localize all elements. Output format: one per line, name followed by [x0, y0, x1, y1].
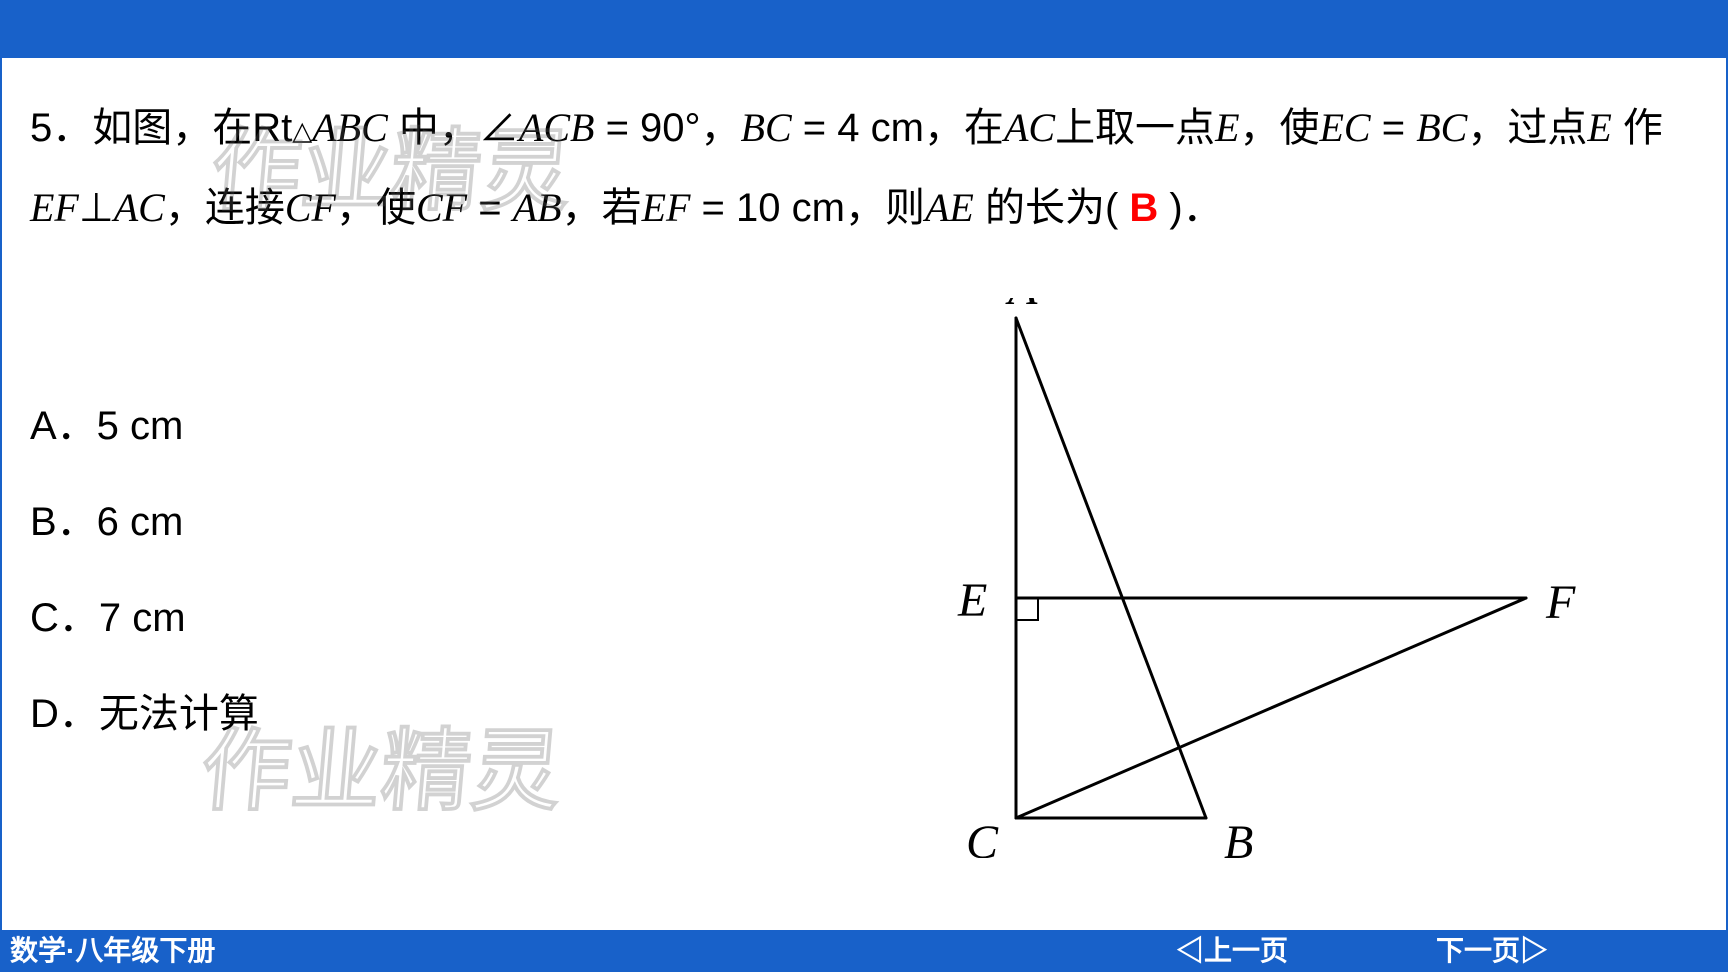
svg-text:E: E: [957, 574, 987, 627]
q-mid11: ，使: [336, 186, 416, 230]
svg-text:B: B: [1224, 816, 1253, 858]
option-a: A．5 cm: [30, 378, 259, 474]
content-area: 作业精灵 作业精灵 5．如图，在Rt△ABC 中，∠ACB = 90°，BC =…: [0, 58, 1728, 930]
svg-text:A: A: [1005, 298, 1038, 315]
q-mid7: ，过点: [1467, 106, 1587, 150]
q-mid4: 上取一点: [1055, 106, 1215, 150]
q-mid6: =: [1371, 106, 1417, 150]
q-mid13: ，若: [562, 186, 642, 230]
footer-subject: 数学·八年级下册: [10, 930, 215, 972]
q-t2: ACB: [519, 105, 595, 150]
q-t14: EF: [642, 185, 691, 230]
top-bar: [0, 0, 1728, 58]
q-mid14: = 10 cm，则: [690, 186, 925, 230]
q-t9: EF: [30, 185, 79, 230]
svg-text:F: F: [1545, 576, 1576, 629]
q-mid1: 中，∠: [388, 106, 519, 150]
q-mid3: = 4 cm，在: [792, 106, 1004, 150]
q-t7: BC: [1416, 105, 1467, 150]
q-mid5: ，使: [1240, 106, 1320, 150]
q-number: 5．: [30, 106, 92, 150]
q-t5: E: [1215, 105, 1239, 150]
q-t12: CF: [416, 185, 467, 230]
option-c: C．7 cm: [30, 570, 259, 666]
q-t11: CF: [285, 185, 336, 230]
q-t4: AC: [1004, 105, 1055, 150]
q-mid2: = 90°，: [594, 106, 740, 150]
q-mid15: 的长为(: [974, 186, 1130, 230]
q-mid9: ⊥: [79, 186, 114, 230]
q-t1: ABC: [312, 105, 388, 150]
q-mid10: ，连接: [165, 186, 285, 230]
options-list: A．5 cm B．6 cm C．7 cm D．无法计算: [30, 378, 259, 762]
triangle-symbol: △: [292, 115, 312, 145]
option-d: D．无法计算: [30, 666, 259, 762]
q-t6: EC: [1320, 105, 1371, 150]
geometry-diagram: A E C B F: [886, 298, 1606, 858]
q-mid16: )．: [1158, 186, 1222, 230]
svg-text:C: C: [966, 816, 999, 858]
prev-page-button[interactable]: ◁上一页: [1176, 930, 1288, 972]
q-t15: AE: [925, 185, 974, 230]
q-mid12: =: [467, 186, 513, 230]
q-t10: AC: [114, 185, 165, 230]
q-mid8: 作: [1612, 106, 1663, 150]
answer-letter: B: [1129, 186, 1158, 230]
q-t3: BC: [741, 105, 792, 150]
q-t8: E: [1587, 105, 1611, 150]
option-b: B．6 cm: [30, 474, 259, 570]
q-t13: AB: [513, 185, 562, 230]
footer-bar: 数学·八年级下册 ◁上一页 下一页▷: [0, 930, 1728, 972]
next-page-button[interactable]: 下一页▷: [1436, 930, 1548, 972]
q-prefix: 如图，在Rt: [92, 106, 292, 150]
question-text: 5．如图，在Rt△ABC 中，∠ACB = 90°，BC = 4 cm，在AC上…: [30, 88, 1698, 248]
